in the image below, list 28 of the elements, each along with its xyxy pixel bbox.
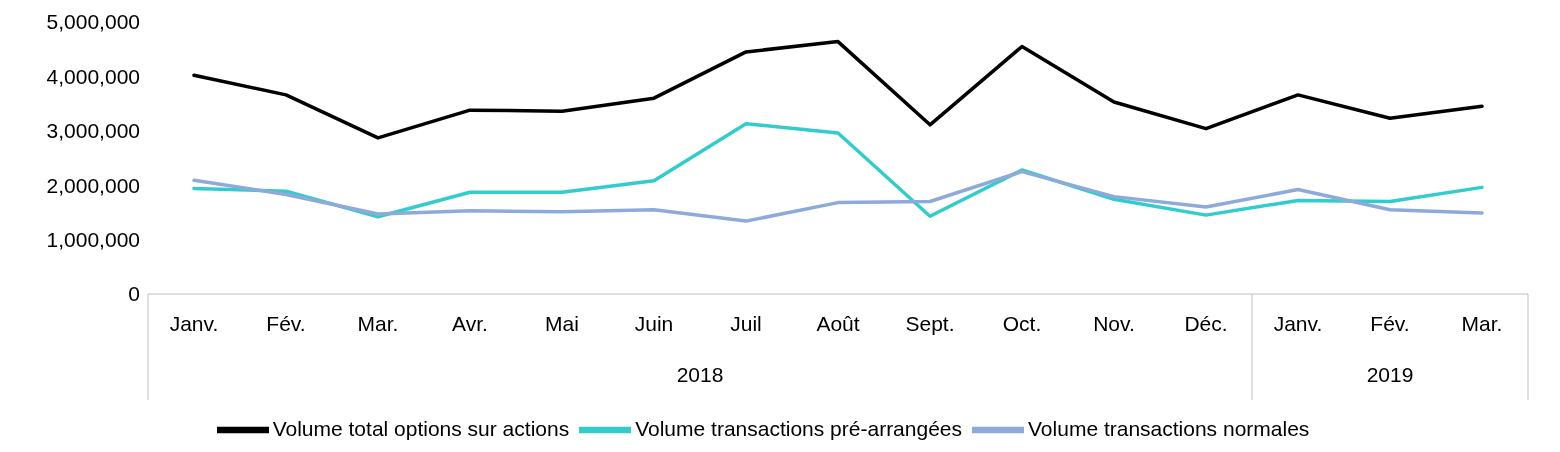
y-tick-label: 0 <box>128 282 140 306</box>
y-tick-label: 1,000,000 <box>46 228 140 252</box>
y-tick-label: 4,000,000 <box>46 64 140 88</box>
x-tick-label: Août <box>816 311 860 335</box>
y-tick-label: 3,000,000 <box>46 119 140 143</box>
x-tick-label: Oct. <box>1002 311 1042 335</box>
legend-label: Volume total options sur actions <box>272 416 570 440</box>
text: 2019 <box>1366 363 1414 386</box>
text: 2018 <box>676 363 724 386</box>
y-tick-label: 5,000,000 <box>46 10 140 34</box>
x-tick-label: Sept. <box>905 311 955 335</box>
line-series <box>192 39 1484 140</box>
x-tick-label: Juin <box>634 311 674 335</box>
legend-label: Volume transactions pré-arrangées <box>635 416 963 440</box>
legend-label: Volume transactions normales <box>1028 416 1310 440</box>
line-series <box>192 169 1484 223</box>
x-tick-label: Fév. <box>266 311 306 335</box>
x-tick-label: Juil <box>730 311 762 335</box>
x-tick-label: Mai <box>545 311 579 335</box>
y-tick-label: 2,000,000 <box>46 173 140 197</box>
x-tick-label: Janv. <box>169 311 219 335</box>
x-tick-label: Déc. <box>1184 311 1228 335</box>
x-tick-label: Mar. <box>1461 311 1503 335</box>
x-tick-label: Avr. <box>452 311 488 335</box>
x-tick-label: Mar. <box>357 311 399 335</box>
x-tick-label: Nov. <box>1093 311 1135 335</box>
x-tick-label: Fév. <box>1370 311 1410 335</box>
x-tick-label: Janv. <box>1273 311 1323 335</box>
